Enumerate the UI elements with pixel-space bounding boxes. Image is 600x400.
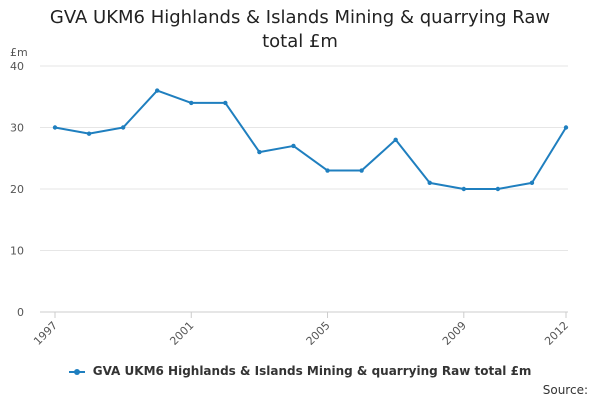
data-point [120,125,126,130]
y-tick-label: 40 [10,60,24,73]
y-tick-label: 30 [10,122,24,135]
data-point [529,180,535,186]
data-point [155,88,160,93]
series-line [54,89,567,190]
y-tick-label: 10 [10,245,24,258]
data-point [359,168,364,173]
legend-series-marker [68,368,85,375]
data-point [189,100,194,106]
data-point [86,131,92,136]
x-tick-label: 2005 [304,319,333,348]
data-point [257,149,262,155]
chart-title: GVA UKM6 Highlands & Islands Mining & qu… [0,6,600,54]
y-tick-label: 0 [17,306,24,319]
legend-series-label: GVA UKM6 Highlands & Islands Mining & qu… [92,364,532,378]
x-tick-label: 1997 [31,319,60,348]
data-point [563,125,569,130]
y-axis-label: £m [10,46,28,59]
data-point [427,180,432,186]
chart-title-line-1: GVA UKM6 Highlands & Islands Mining & qu… [49,7,551,28]
x-tick-label: 2001 [167,319,196,348]
data-point [52,125,58,130]
data-point [291,143,296,149]
y-tick-label: 20 [10,183,24,196]
data-point [223,100,228,106]
legend[interactable]: GVA UKM6 Highlands & Islands Mining & qu… [0,364,600,378]
data-point [461,186,466,192]
chart-title-line-2: total £m [262,31,338,52]
source-label: Source: [542,383,588,397]
data-point [393,137,398,142]
x-tick-label: 2009 [440,319,469,348]
data-point [325,168,330,173]
data-point [495,186,501,192]
x-tick-label: 2012 [542,319,571,348]
